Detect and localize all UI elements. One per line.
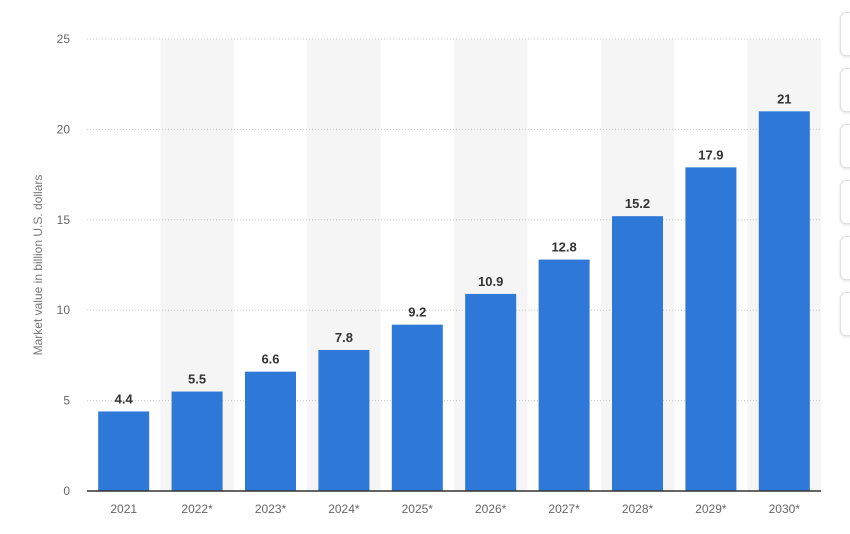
gridlines (87, 38, 821, 402)
bar-value-label: 12.8 (551, 240, 576, 255)
bar-value-label: 9.2 (408, 305, 426, 320)
side-toolbar (840, 12, 850, 348)
x-tick-label: 2026* (475, 502, 507, 516)
side-toolbar-button[interactable] (840, 12, 850, 56)
side-toolbar-button[interactable] (840, 180, 850, 224)
x-tick-label: 2024* (328, 502, 360, 516)
x-tick-label: 2027* (548, 502, 580, 516)
y-tick-label: 20 (57, 122, 71, 136)
x-tick-label: 2030* (769, 502, 801, 516)
bar[interactable] (171, 391, 223, 491)
bar-value-label: 21 (777, 91, 791, 106)
bar-value-label: 7.8 (335, 330, 353, 345)
bar[interactable] (538, 259, 590, 491)
y-tick-label: 25 (57, 32, 71, 46)
bar[interactable] (685, 167, 737, 492)
side-toolbar-button[interactable] (840, 124, 850, 168)
y-tick-label: 15 (57, 213, 71, 227)
x-tick-label: 2025* (402, 502, 434, 516)
bar[interactable] (391, 324, 443, 491)
bar[interactable] (465, 293, 517, 491)
side-toolbar-button[interactable] (840, 68, 850, 112)
bar[interactable] (758, 111, 810, 491)
y-axis-title: Market value in billion U.S. dollars (31, 175, 45, 356)
value-labels: 4.4 5.5 6.6 7.8 9.2 10.9 12.8 15.2 17.9 21 (115, 91, 792, 406)
y-tick-label: 10 (57, 303, 71, 317)
x-tick-label: 2028* (622, 502, 654, 516)
y-axis: 0 5 10 15 20 25 (57, 32, 71, 498)
bar[interactable] (318, 349, 370, 491)
x-tick-label: 2029* (695, 502, 727, 516)
bar[interactable] (245, 371, 296, 491)
bar[interactable] (612, 216, 663, 491)
bar-value-label: 10.9 (478, 274, 503, 289)
side-toolbar-button[interactable] (840, 292, 850, 336)
bar-value-label: 15.2 (625, 196, 650, 211)
side-toolbar-button[interactable] (840, 236, 850, 280)
x-tick-label: 2023* (255, 502, 287, 516)
bar-value-label: 17.9 (698, 147, 723, 162)
bar-value-label: 5.5 (188, 372, 206, 387)
bars (98, 111, 810, 492)
x-tick-label: 2021 (110, 502, 137, 516)
y-tick-label: 5 (63, 394, 70, 408)
x-tick-label: 2022* (181, 502, 213, 516)
bar-value-label: 6.6 (261, 352, 279, 367)
x-axis: 2021 2022* 2023* 2024* 2025* 2026* 2027* 2028* 2… (87, 490, 821, 516)
y-tick-label: 0 (63, 484, 70, 498)
bar[interactable] (98, 411, 150, 491)
bar-value-label: 4.4 (115, 391, 134, 406)
